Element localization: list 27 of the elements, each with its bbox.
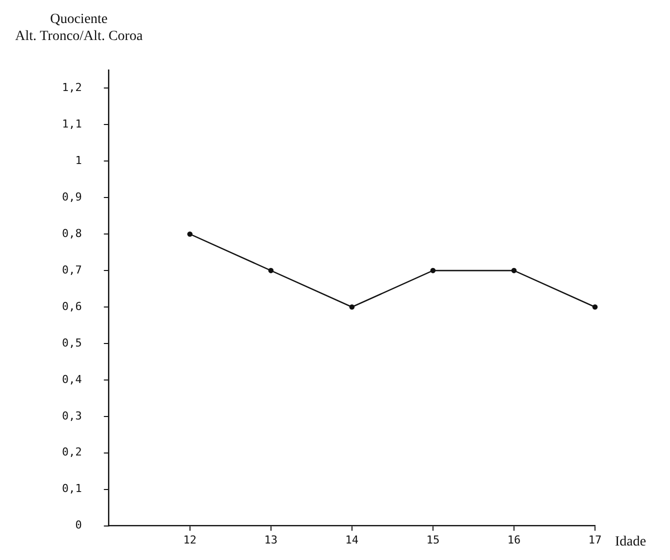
x-tick-label: 17 xyxy=(588,533,602,546)
x-axis-title: Idade xyxy=(615,534,646,550)
point xyxy=(430,268,436,274)
y-tick-label: 0,8 xyxy=(62,226,82,240)
y-tick-label: 0,1 xyxy=(62,482,82,496)
y-tick-label: 0,9 xyxy=(62,190,82,204)
x-tick-label: 12 xyxy=(183,533,197,546)
point xyxy=(592,304,598,310)
y-tick-label: 0,5 xyxy=(62,336,82,350)
y-axis-title: Quociente Alt. Tronco/Alt. Coroa xyxy=(15,12,144,44)
x-tick-label: 16 xyxy=(507,533,521,546)
x-tick-label: 15 xyxy=(426,533,440,546)
point xyxy=(349,304,355,310)
y-tick-label: 0,4 xyxy=(62,372,82,386)
y-tick-label: 0,3 xyxy=(62,409,82,422)
x-tick-label: 14 xyxy=(345,533,359,546)
y-tick-label: 0,2 xyxy=(62,446,82,459)
point xyxy=(268,268,274,274)
y-tick-label: 0,6 xyxy=(62,300,82,313)
y-tick-label: 1,1 xyxy=(62,118,82,131)
x-tick-label: 13 xyxy=(264,533,278,546)
y-tick-label: 0,7 xyxy=(62,263,82,276)
y-tick-label: 0 xyxy=(75,518,82,532)
y-tick-label: 1 xyxy=(75,154,82,168)
point xyxy=(187,231,193,237)
y-tick-label: 1,2 xyxy=(62,81,82,94)
point xyxy=(511,268,517,274)
